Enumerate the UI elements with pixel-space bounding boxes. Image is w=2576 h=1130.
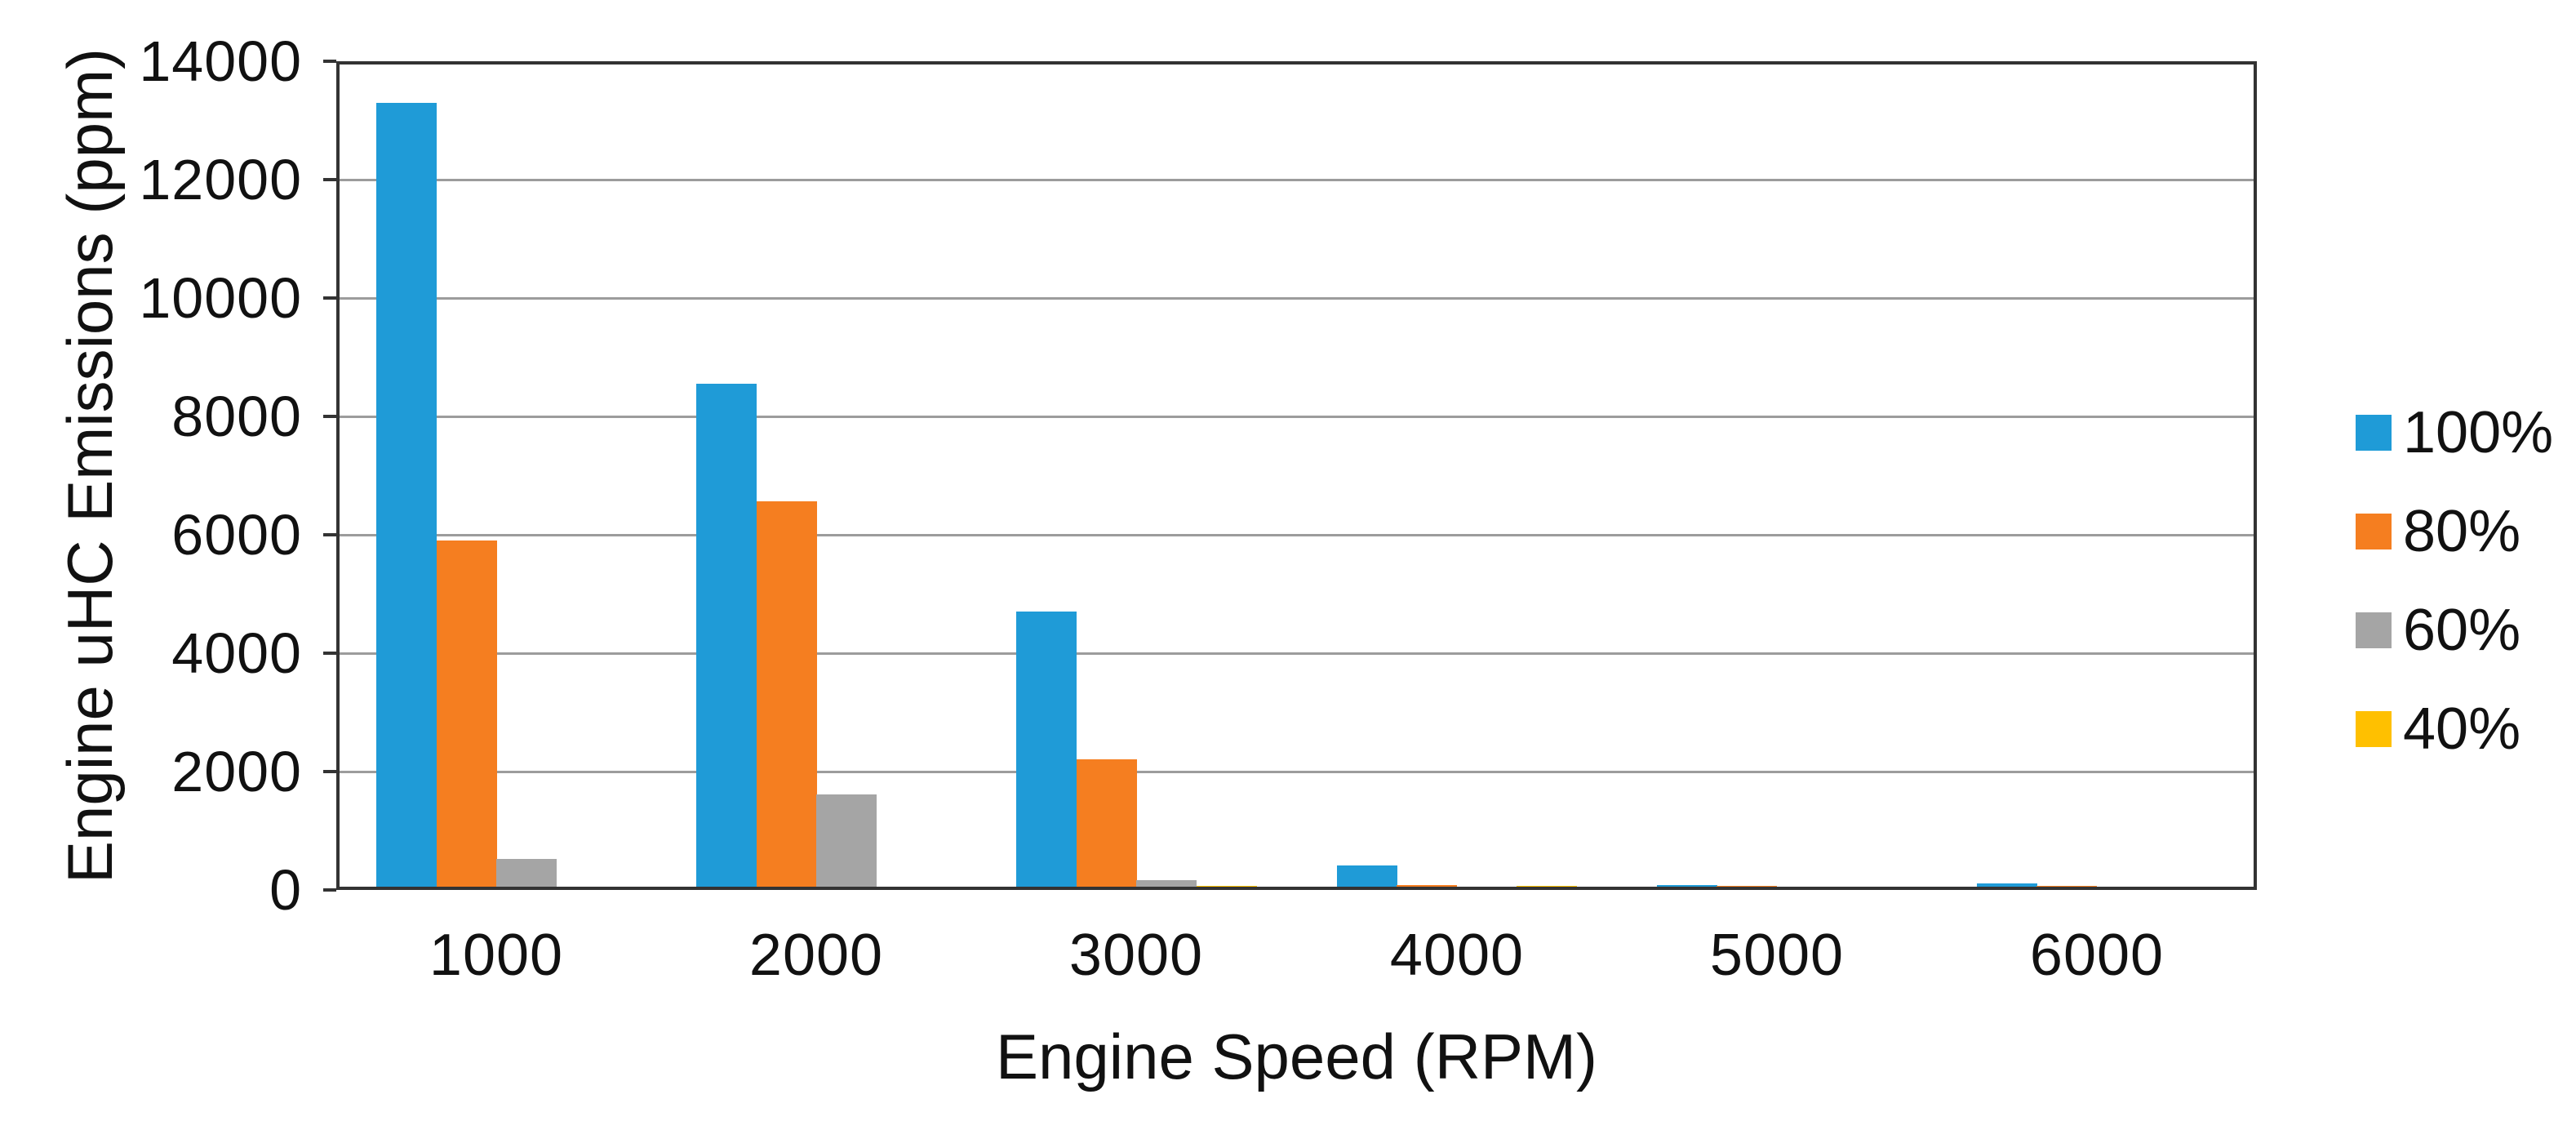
legend-swatch-40% [2356, 711, 2392, 747]
bar-80%-2000 [757, 501, 817, 890]
gridline [336, 771, 2257, 773]
legend-item-100%: 100% [2356, 396, 2568, 469]
y-tick-mark [323, 652, 336, 655]
bar-100%-1000 [376, 103, 437, 890]
x-tick-label: 1000 [429, 923, 564, 988]
legend-label: 40% [2403, 696, 2521, 762]
y-tick-label: 10000 [139, 266, 302, 330]
bar-60%-2000 [816, 794, 877, 890]
y-tick-mark [323, 533, 336, 536]
x-tick-label: 2000 [748, 923, 884, 988]
y-tick-mark [323, 178, 336, 181]
legend-swatch-100% [2356, 415, 2392, 451]
legend-swatch-60% [2356, 612, 2392, 648]
y-tick-mark [323, 296, 336, 300]
y-tick-label: 12000 [139, 148, 302, 211]
legend-label: 60% [2403, 598, 2521, 663]
gridline [336, 297, 2257, 300]
x-tick-label: 5000 [1709, 923, 1845, 988]
y-tick-mark [323, 60, 336, 63]
gridline [336, 652, 2257, 655]
bar-60%-1000 [496, 859, 557, 890]
x-tick-label: 4000 [1389, 923, 1525, 988]
legend-label: 80% [2403, 499, 2521, 564]
bar-80%-1000 [437, 541, 497, 890]
y-tick-mark [323, 415, 336, 418]
y-tick-mark [323, 888, 336, 892]
legend-swatch-80% [2356, 514, 2392, 549]
legend-item-80%: 80% [2356, 495, 2568, 568]
y-tick-label: 8000 [171, 385, 302, 448]
y-tick-mark [323, 770, 336, 773]
bar-100%-4000 [1337, 865, 1397, 890]
gridline [336, 416, 2257, 418]
x-tick-label: 6000 [2029, 923, 2165, 988]
gridline [336, 534, 2257, 536]
y-tick-label: 0 [269, 858, 302, 922]
x-tick-label: 3000 [1068, 923, 1204, 988]
bar-80%-3000 [1077, 759, 1137, 890]
legend-item-60%: 60% [2356, 594, 2568, 667]
y-tick-label: 14000 [139, 29, 302, 93]
gridline [336, 179, 2257, 181]
x-axis-title: Engine Speed (RPM) [995, 1021, 1598, 1092]
bar-100%-2000 [696, 384, 757, 890]
legend-item-40%: 40% [2356, 692, 2568, 766]
y-tick-label: 6000 [171, 503, 302, 567]
y-tick-label: 4000 [171, 621, 302, 685]
plot-box-border [336, 61, 2257, 890]
legend-label: 100% [2403, 400, 2554, 465]
y-tick-label: 2000 [171, 740, 302, 803]
bar-100%-3000 [1016, 612, 1077, 890]
